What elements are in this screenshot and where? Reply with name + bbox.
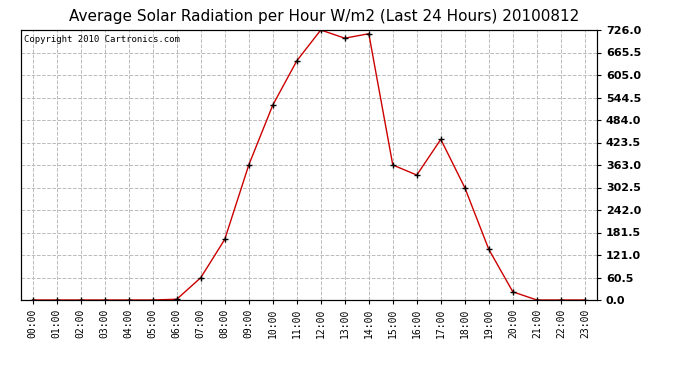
- Text: Copyright 2010 Cartronics.com: Copyright 2010 Cartronics.com: [23, 35, 179, 44]
- Text: Average Solar Radiation per Hour W/m2 (Last 24 Hours) 20100812: Average Solar Radiation per Hour W/m2 (L…: [69, 9, 580, 24]
